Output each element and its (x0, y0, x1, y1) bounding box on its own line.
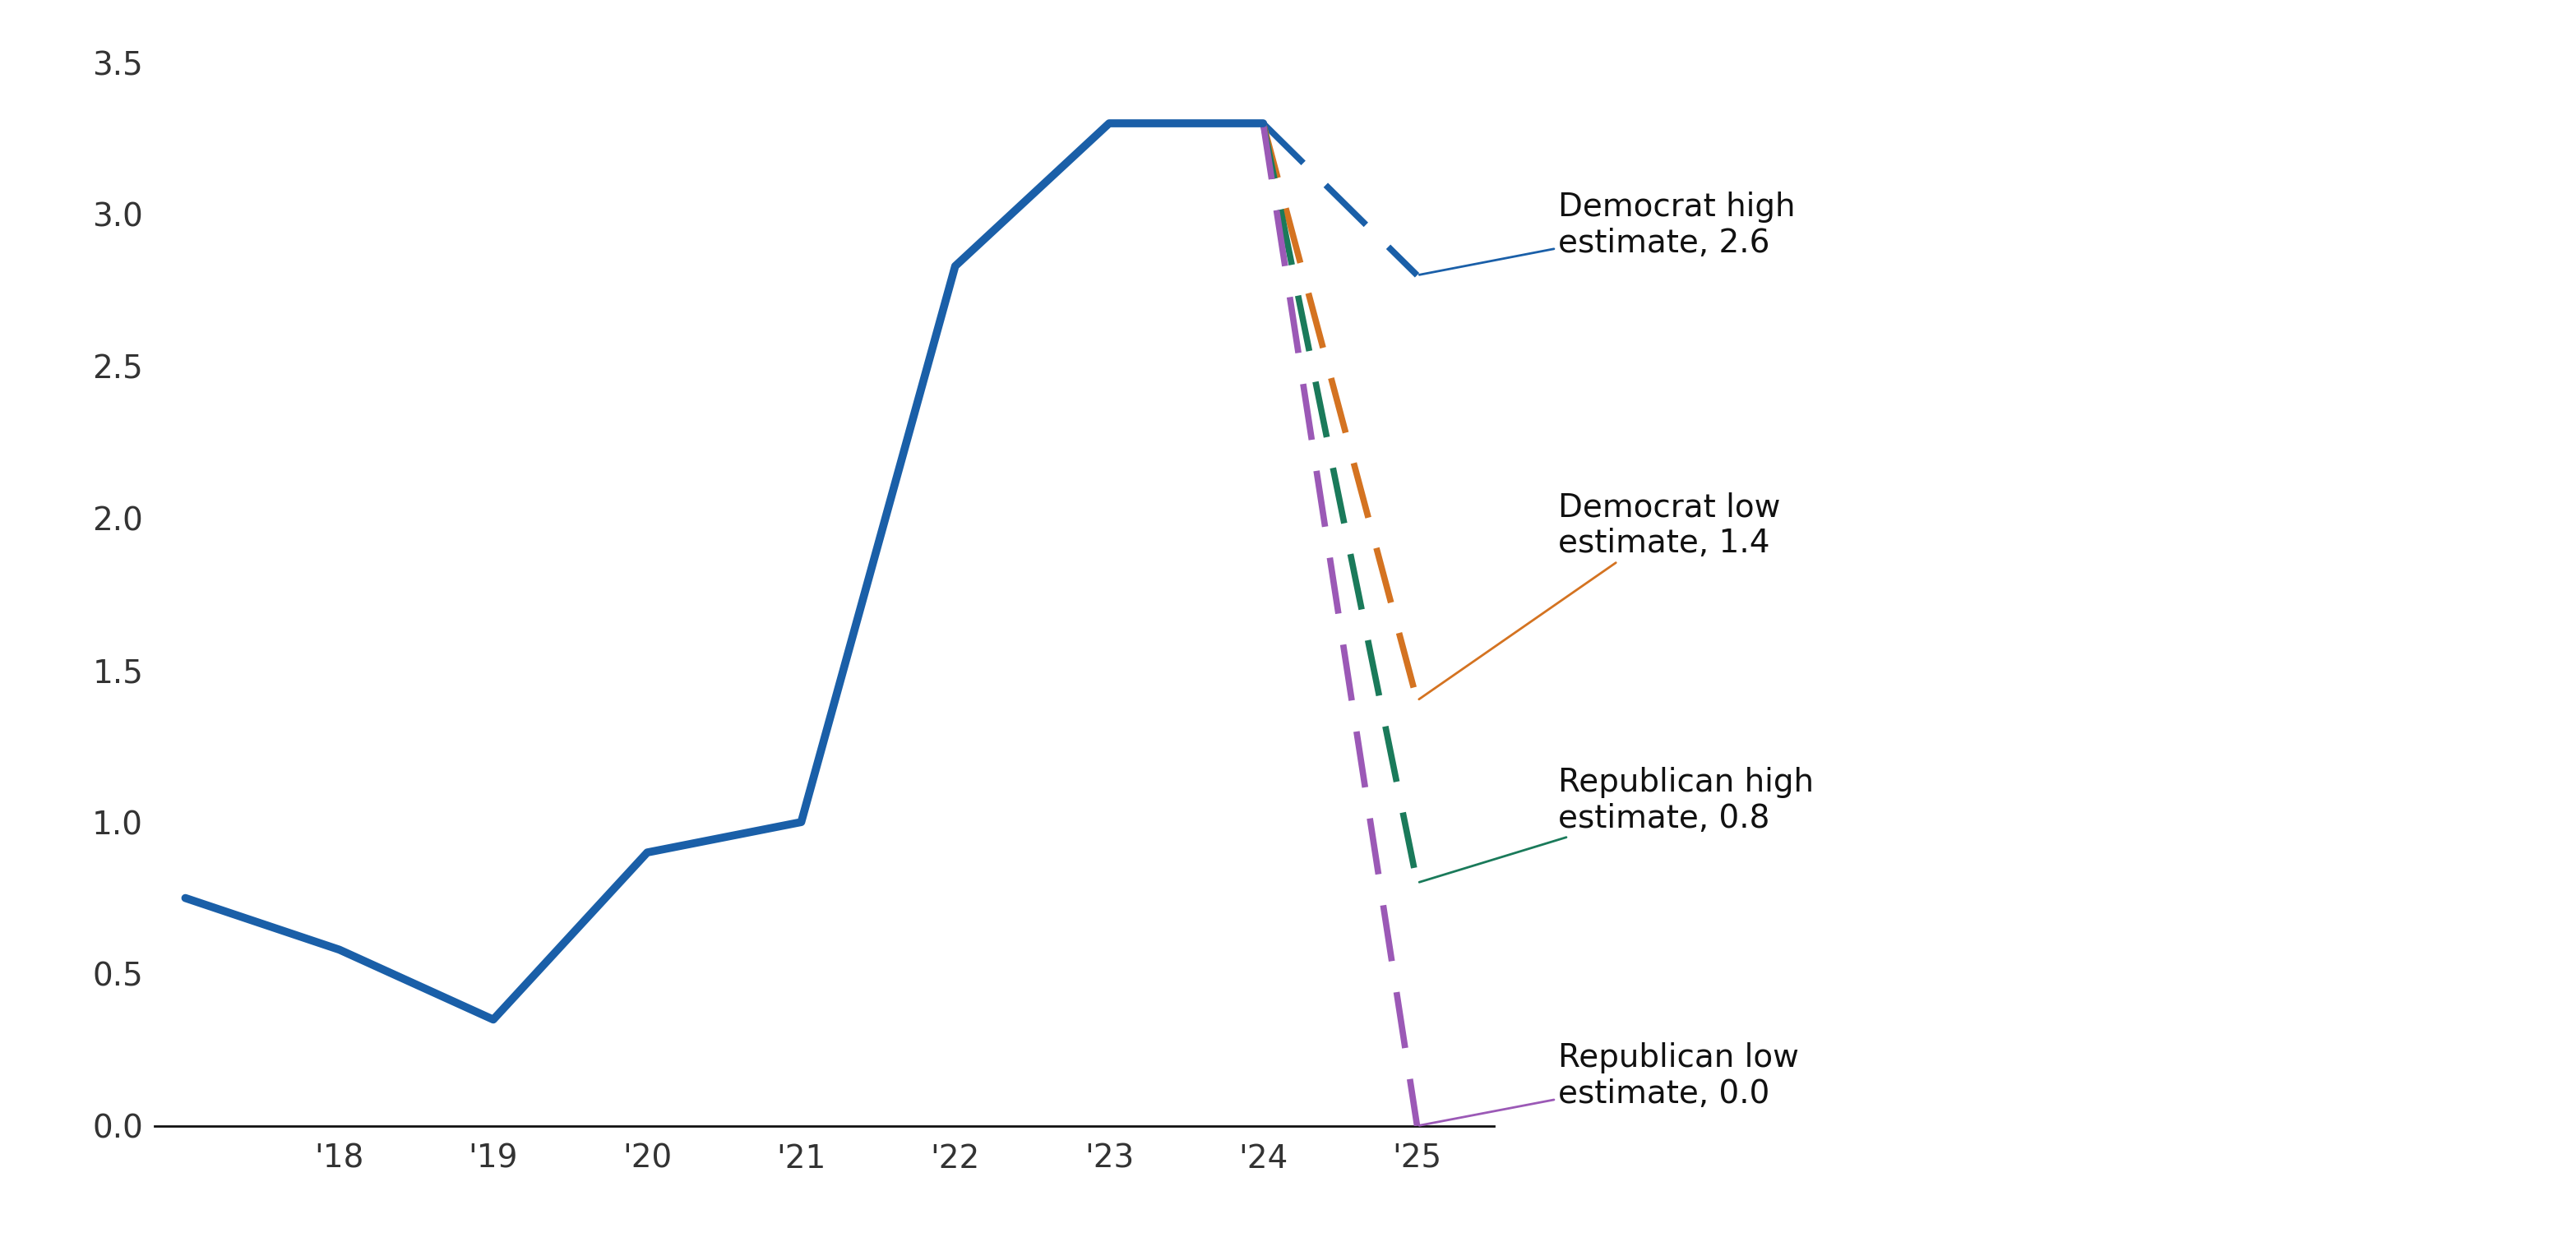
Text: Democrat low
estimate, 1.4: Democrat low estimate, 1.4 (1419, 492, 1780, 699)
Text: Republican low
estimate, 0.0: Republican low estimate, 0.0 (1419, 1042, 1798, 1126)
Text: Democrat high
estimate, 2.6: Democrat high estimate, 2.6 (1419, 191, 1795, 275)
Text: Republican high
estimate, 0.8: Republican high estimate, 0.8 (1419, 767, 1814, 882)
